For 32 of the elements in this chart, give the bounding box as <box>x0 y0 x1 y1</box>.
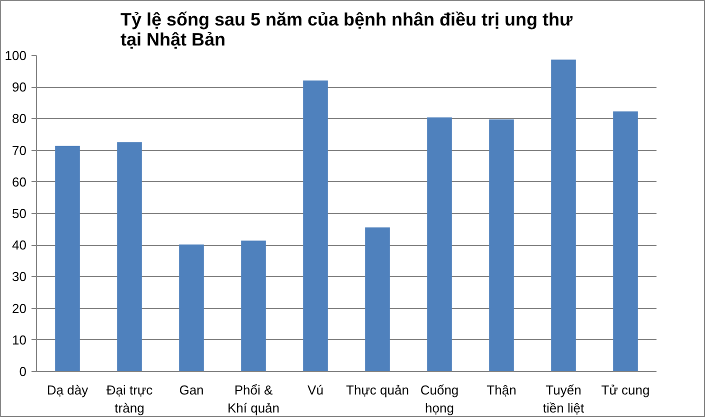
y-tick-label: 20 <box>12 300 27 316</box>
bar <box>55 146 80 372</box>
x-tick-label: Tử cung <box>601 382 650 398</box>
y-tick-label: 40 <box>12 238 27 253</box>
x-tick-label: Thận <box>486 382 516 398</box>
x-tick-label: Gan <box>179 382 204 398</box>
x-tick-label: Thực quản <box>346 382 409 398</box>
chart-title: Tỷ lệ sống sau 5 năm của bệnh nhân điều trị ung thư tại Nhật Bản <box>120 10 574 50</box>
x-tick-label: Cuống họng <box>420 382 459 416</box>
y-tick-label: 70 <box>12 142 27 158</box>
bar <box>613 111 638 372</box>
y-tick-label: 50 <box>12 206 27 221</box>
x-tick-label: Tuyến tiền liệt <box>542 382 584 416</box>
y-tick-label: 80 <box>12 111 27 126</box>
y-tick-label: 60 <box>12 174 27 190</box>
bar <box>489 119 514 372</box>
y-tick-label: 90 <box>12 80 27 95</box>
y-tick-label: 0 <box>19 364 27 379</box>
bar <box>303 80 328 372</box>
y-tick-label: 30 <box>12 269 27 284</box>
x-tick-label: Phổi & Khí quản <box>227 382 280 416</box>
x-tick-label: Đại trực tràng <box>106 382 154 416</box>
y-tick-label: 100 <box>4 48 27 63</box>
bar <box>117 142 142 372</box>
bar <box>179 244 204 372</box>
x-tick-label: Dạ dày <box>46 382 89 398</box>
bar <box>241 240 266 372</box>
bar <box>427 117 452 372</box>
y-tick-label: 10 <box>12 332 27 348</box>
bar <box>365 227 390 372</box>
x-tick-label: Vú <box>308 382 324 398</box>
bar <box>551 60 576 372</box>
